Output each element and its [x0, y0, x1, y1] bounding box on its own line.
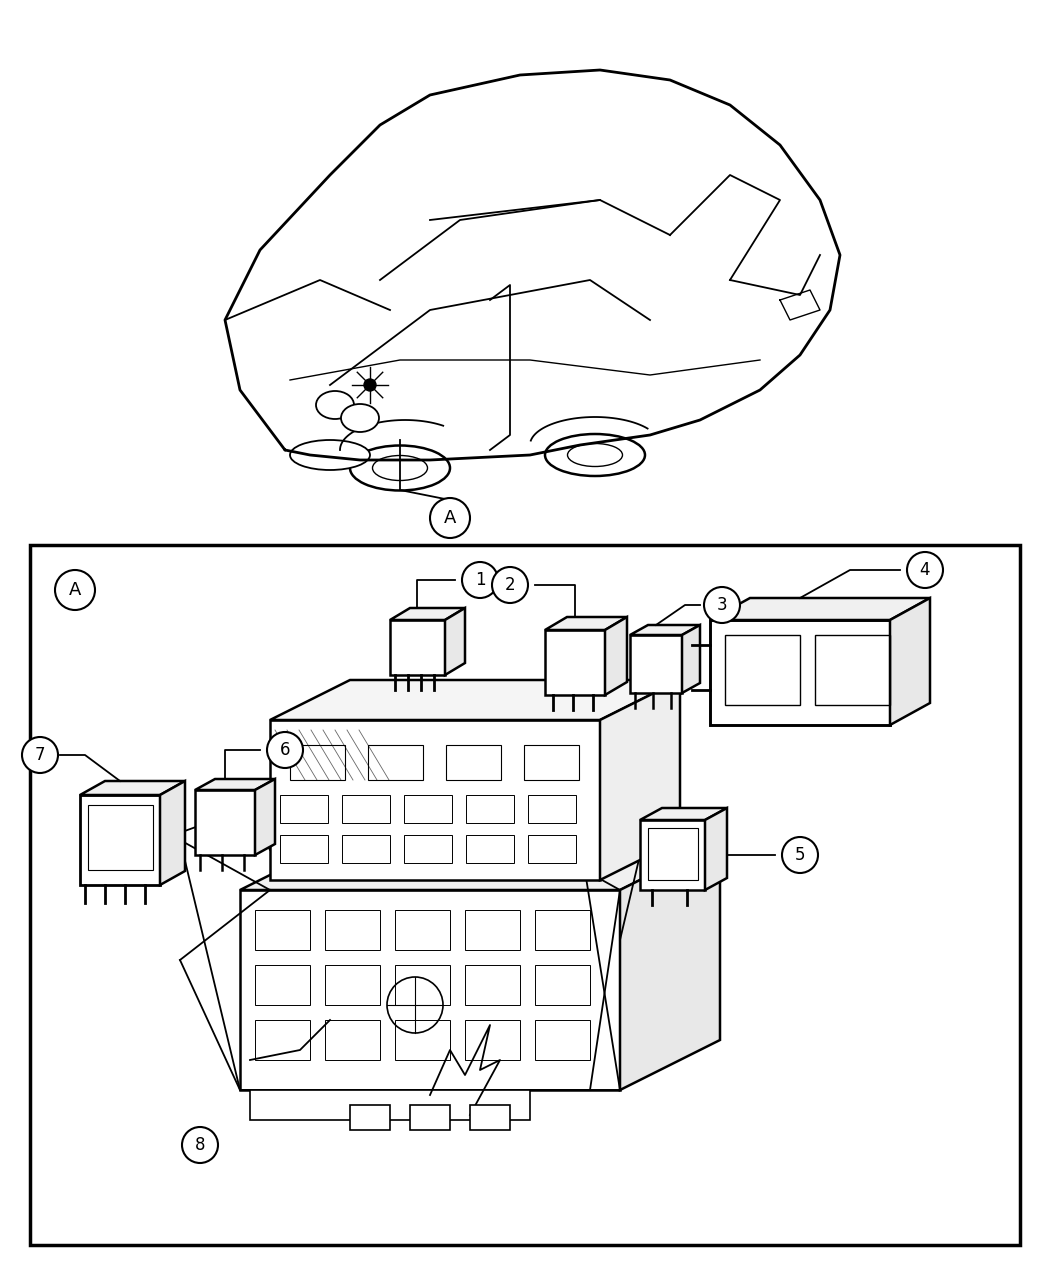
Bar — [465, 910, 520, 950]
Bar — [545, 630, 605, 695]
Bar — [524, 745, 579, 780]
Bar — [30, 544, 1020, 1244]
Text: 6: 6 — [279, 741, 290, 759]
Bar — [815, 635, 890, 705]
Text: 2: 2 — [505, 576, 516, 594]
Bar — [368, 745, 423, 780]
Polygon shape — [390, 608, 465, 620]
Ellipse shape — [350, 445, 450, 491]
Bar — [395, 1020, 450, 1060]
Circle shape — [430, 499, 470, 538]
Ellipse shape — [316, 391, 354, 419]
Bar — [326, 1020, 380, 1060]
Ellipse shape — [567, 444, 623, 467]
Bar — [326, 965, 380, 1005]
Polygon shape — [240, 890, 620, 1090]
Bar — [404, 835, 452, 863]
Polygon shape — [705, 808, 727, 890]
Polygon shape — [600, 680, 680, 880]
Bar — [404, 796, 452, 822]
Bar — [395, 965, 450, 1005]
Circle shape — [364, 379, 376, 391]
Bar — [250, 1090, 530, 1119]
Bar — [710, 620, 890, 725]
Bar — [255, 1020, 310, 1060]
Bar — [528, 796, 576, 822]
Bar — [536, 965, 590, 1005]
Text: 8: 8 — [194, 1136, 205, 1154]
Ellipse shape — [545, 434, 645, 476]
Text: 7: 7 — [35, 746, 45, 764]
Circle shape — [907, 552, 943, 588]
Bar — [410, 1105, 450, 1130]
Circle shape — [182, 1127, 218, 1163]
Polygon shape — [605, 617, 627, 695]
Polygon shape — [195, 779, 275, 790]
Polygon shape — [682, 625, 700, 694]
Polygon shape — [640, 808, 727, 820]
Bar — [255, 910, 310, 950]
Polygon shape — [270, 680, 680, 720]
Ellipse shape — [290, 440, 370, 470]
Bar — [630, 635, 682, 694]
Text: 3: 3 — [717, 595, 728, 615]
Bar — [395, 910, 450, 950]
Text: A: A — [444, 509, 456, 527]
Bar — [342, 796, 390, 822]
Polygon shape — [710, 598, 930, 620]
Polygon shape — [620, 840, 720, 1090]
Circle shape — [55, 570, 94, 609]
Polygon shape — [630, 625, 700, 635]
Bar — [280, 796, 328, 822]
Bar — [290, 745, 345, 780]
Bar — [280, 835, 328, 863]
Polygon shape — [240, 840, 720, 890]
Bar — [466, 835, 514, 863]
Bar — [536, 1020, 590, 1060]
Circle shape — [267, 732, 303, 768]
Text: 5: 5 — [795, 847, 805, 864]
Circle shape — [782, 836, 818, 873]
Bar — [390, 620, 445, 674]
Bar — [342, 835, 390, 863]
Circle shape — [462, 562, 498, 598]
Polygon shape — [255, 779, 275, 856]
Circle shape — [704, 586, 740, 623]
Bar — [466, 796, 514, 822]
Bar — [255, 965, 310, 1005]
Bar — [350, 1105, 390, 1130]
Bar — [195, 790, 255, 856]
Bar — [88, 805, 153, 870]
Text: A: A — [69, 581, 81, 599]
Bar — [446, 745, 501, 780]
Circle shape — [22, 737, 58, 773]
Bar — [470, 1105, 510, 1130]
Bar — [724, 635, 800, 705]
Bar — [528, 835, 576, 863]
Bar — [465, 965, 520, 1005]
Polygon shape — [270, 720, 600, 880]
Bar — [326, 910, 380, 950]
Polygon shape — [890, 598, 930, 725]
Polygon shape — [80, 782, 185, 796]
Bar — [80, 796, 160, 885]
Ellipse shape — [373, 455, 427, 481]
Polygon shape — [160, 782, 185, 885]
Text: 4: 4 — [920, 561, 930, 579]
Circle shape — [492, 567, 528, 603]
Ellipse shape — [341, 404, 379, 432]
Bar — [465, 1020, 520, 1060]
Bar — [536, 910, 590, 950]
Polygon shape — [545, 617, 627, 630]
Bar — [640, 820, 705, 890]
Text: 1: 1 — [475, 571, 485, 589]
Bar — [648, 827, 698, 880]
Polygon shape — [445, 608, 465, 674]
